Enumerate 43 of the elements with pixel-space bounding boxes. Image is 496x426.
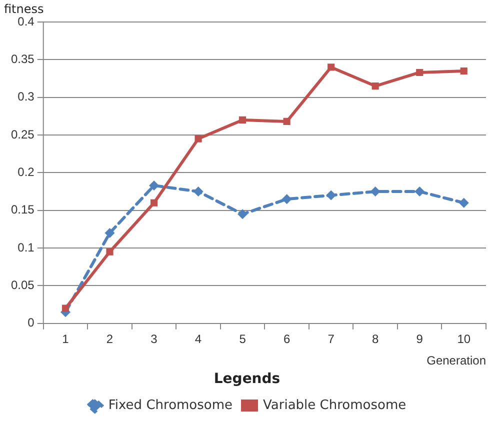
y-tick-label: 0.2 [18,165,35,180]
x-tick-label: 2 [106,332,114,346]
y-tick-label: 0.05 [10,278,35,292]
point [106,248,114,256]
point [326,190,336,200]
x-tick-label: 9 [416,332,424,346]
y-axis-title: fitness [4,2,44,16]
point [150,199,158,206]
x-tick-label: 1 [62,332,70,346]
legend-label: Fixed Chromosome [108,398,233,413]
y-tick-label: 0 [28,316,35,330]
x-tick-label: 6 [283,332,290,346]
point [239,116,246,124]
point [370,186,380,197]
point [194,135,202,142]
x-tick-label: 8 [372,332,379,346]
point [193,186,204,197]
x-tick-label: 3 [150,332,158,346]
y-tick-label: 0.25 [10,127,35,142]
point [282,194,292,204]
x-tick-label: 5 [239,332,246,346]
legend-title: Legends [214,370,280,387]
point [283,118,290,125]
point [458,198,469,208]
x-axis-title: Generation [426,353,486,368]
y-tick-label: 0.4 [18,14,35,28]
x-tick-label: 10 [457,332,471,346]
point [414,186,425,197]
point [416,68,424,76]
point [149,180,160,191]
y-tick-label: 0.3 [18,90,35,104]
legend-label: Variable Chromosome [263,398,406,413]
x-tick-label: 7 [328,332,335,346]
point [460,67,468,75]
point [238,209,248,220]
y-tick-label: 0.15 [10,202,35,217]
point [328,64,335,71]
y-tick-label: 0.35 [10,52,35,66]
point [62,304,70,312]
x-tick-label: 4 [194,332,202,346]
point [104,228,115,238]
point [372,82,379,90]
y-tick-label: 0.1 [18,240,35,254]
